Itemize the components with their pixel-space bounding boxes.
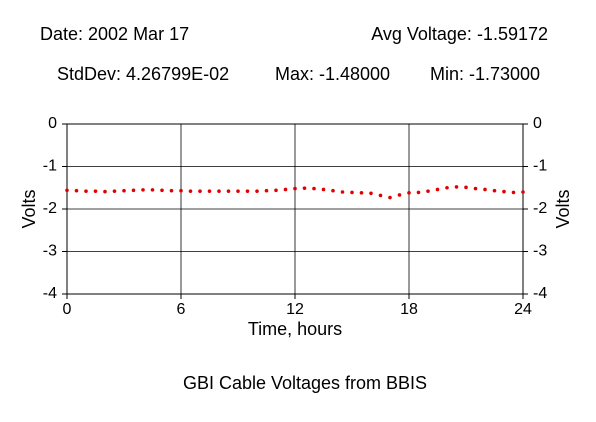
data-point [283, 187, 288, 192]
y2-axis-label: Volts [553, 189, 573, 228]
data-point [445, 185, 449, 190]
data-point [502, 189, 506, 194]
data-point [264, 188, 269, 193]
data-point [426, 189, 430, 193]
data-point [293, 186, 297, 191]
data-point [141, 188, 145, 192]
data-point [473, 186, 478, 191]
x-axis-label: Time, hours [248, 319, 342, 339]
data-point [312, 186, 316, 191]
max: Max: -1.48000 [275, 64, 390, 84]
data-point [217, 189, 221, 193]
y-tick-label: -1 [43, 158, 57, 175]
data-point [84, 189, 88, 193]
y-tick-label: -2 [43, 200, 57, 217]
x-tick-label: 12 [286, 301, 304, 318]
y2-tick-label: -2 [533, 200, 547, 217]
data-point [188, 189, 193, 193]
data-point [511, 190, 516, 195]
data-point [350, 190, 354, 195]
data-point [416, 190, 421, 195]
data-point [245, 189, 250, 193]
data-point [331, 188, 335, 193]
data-point [122, 188, 126, 193]
data-point [103, 189, 107, 194]
data-point [207, 189, 212, 193]
data-point [369, 191, 373, 196]
x-tick-label: 24 [514, 301, 532, 318]
data-point [198, 189, 202, 193]
data-point [321, 187, 326, 192]
data-point [359, 191, 364, 195]
data-point [226, 189, 231, 193]
y2-tick-label: -3 [533, 243, 547, 260]
data-point [150, 188, 155, 192]
x-tick-label: 6 [177, 301, 186, 318]
data-point [255, 189, 259, 193]
chart-title: GBI Cable Voltages from BBIS [183, 373, 427, 393]
data-point [521, 190, 525, 194]
y2-tick-label: -4 [533, 285, 547, 302]
data-point [302, 186, 307, 190]
stddev: StdDev: 4.26799E-02 [57, 64, 229, 84]
data-point [93, 189, 98, 193]
min: Min: -1.73000 [430, 64, 540, 84]
data-point [492, 188, 497, 193]
data-point [179, 188, 183, 193]
avg-voltage: Avg Voltage: -1.59172 [371, 24, 548, 44]
data-point [274, 188, 278, 193]
y2-tick-label: -1 [533, 158, 547, 175]
y-tick-label: -3 [43, 243, 57, 260]
y-tick-label: 0 [48, 115, 57, 132]
data-point [65, 188, 69, 193]
data-point [454, 185, 459, 189]
date: Date: 2002 Mar 17 [40, 24, 189, 44]
data-point [340, 190, 345, 194]
y-tick-label: -4 [43, 285, 57, 302]
data-point [112, 189, 117, 193]
data-point [74, 188, 79, 193]
data-point [378, 193, 383, 198]
y2-tick-label: 0 [533, 115, 542, 132]
data-point [131, 188, 136, 193]
data-point [435, 187, 440, 192]
data-point [169, 188, 174, 193]
data-point [464, 185, 468, 190]
data-point [397, 193, 402, 197]
x-tick-label: 0 [63, 301, 72, 318]
data-point [407, 191, 411, 195]
data-point [236, 189, 240, 193]
x-tick-label: 18 [400, 301, 418, 318]
data-point [160, 188, 164, 193]
data-point [388, 195, 392, 200]
y-axis-label: Volts [19, 189, 39, 228]
data-point [483, 187, 487, 192]
